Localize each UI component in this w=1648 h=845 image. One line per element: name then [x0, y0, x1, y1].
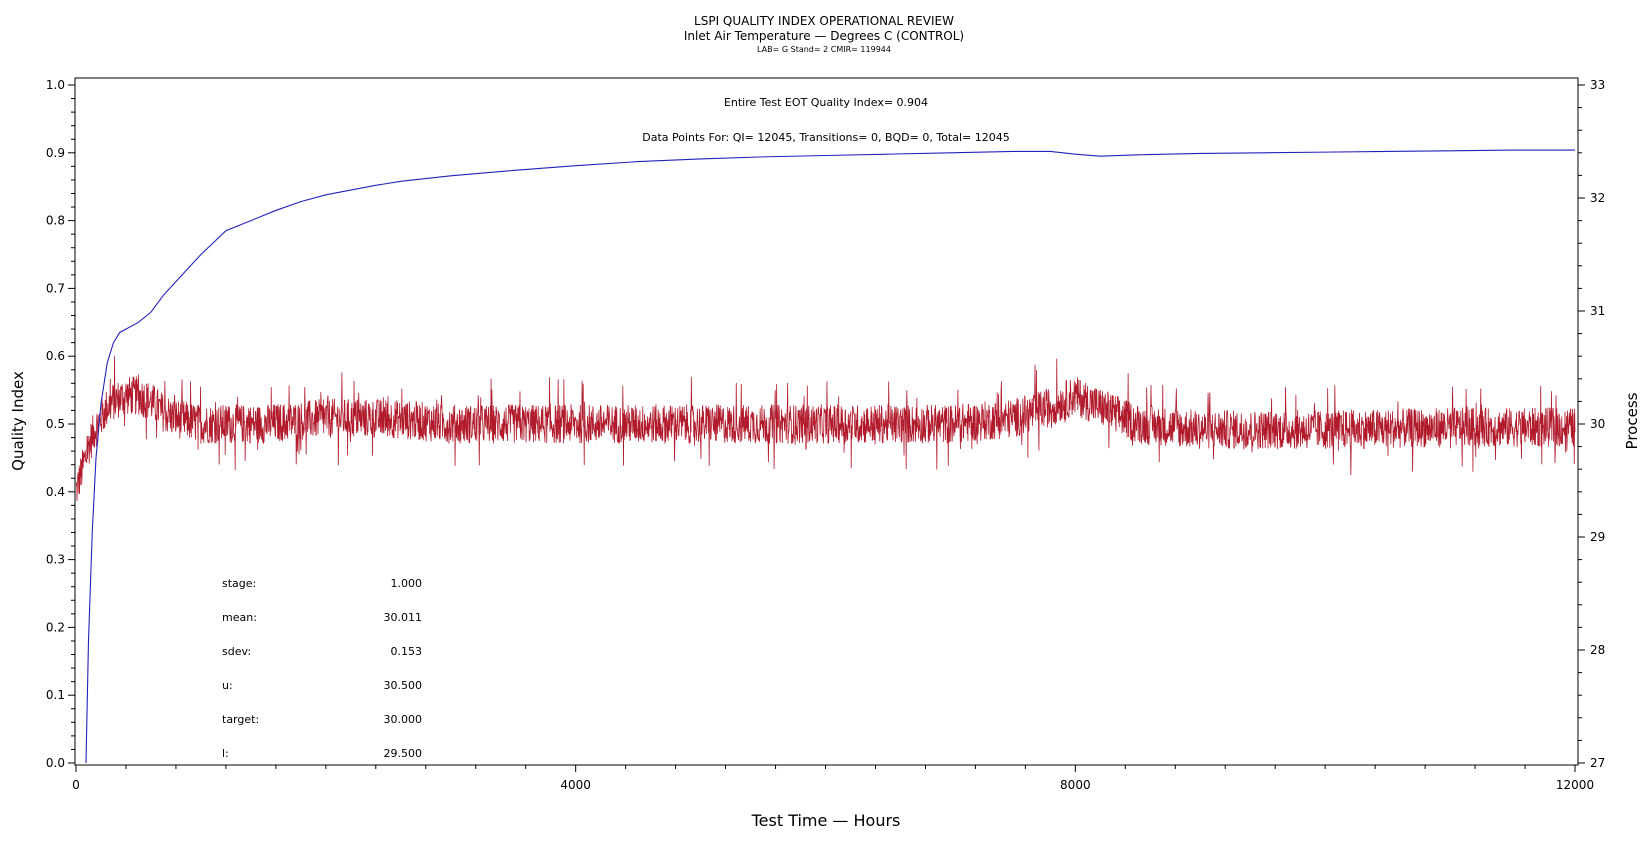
stat-label: target: — [222, 713, 259, 726]
plot-frame — [74, 77, 1579, 766]
stat-label: sdev: — [222, 645, 251, 658]
y-tick-label: 0.3 — [46, 553, 65, 567]
x-axis-label: Test Time — Hours — [751, 811, 901, 830]
chart-subtitle: Inlet Air Temperature — Degrees C (CONTR… — [683, 29, 965, 43]
quality-index-series-line — [85, 149, 1575, 764]
y-tick-label: 0.9 — [46, 146, 65, 160]
process-series-line — [75, 355, 1576, 501]
chart-subsubtitle: LAB= G Stand= 2 CMIR= 119944 — [757, 45, 891, 54]
y-tick-label: 0.8 — [46, 214, 65, 228]
x-tick-label: 12000 — [1556, 778, 1594, 792]
y-tick-label: 0.6 — [46, 349, 65, 363]
stat-value: 1.000 — [391, 577, 423, 590]
y-tick-label: 0.5 — [46, 417, 65, 431]
y-tick-label: 0.0 — [46, 756, 65, 770]
y-tick-label: 0.4 — [46, 485, 65, 499]
x-tick-label: 8000 — [1060, 778, 1091, 792]
y2-tick-label: 28 — [1590, 643, 1605, 657]
y2-tick-label: 27 — [1590, 756, 1605, 770]
stat-label: u: — [222, 679, 233, 692]
y2-tick-label: 33 — [1590, 78, 1605, 92]
y2-axis-label: Process — [1623, 392, 1641, 449]
eot-annotation: Entire Test EOT Quality Index= 0.904 — [724, 96, 928, 109]
y2-tick-label: 29 — [1590, 530, 1605, 544]
y2-tick-label: 32 — [1590, 191, 1605, 205]
chart-title: LSPI QUALITY INDEX OPERATIONAL REVIEW — [694, 14, 954, 28]
y-tick-label: 1.0 — [46, 78, 65, 92]
y-axis-label: Quality Index — [9, 371, 27, 471]
stat-label: l: — [222, 747, 229, 760]
y2-tick-label: 31 — [1590, 304, 1605, 318]
stat-label: stage: — [222, 577, 256, 590]
x-tick-label: 4000 — [560, 778, 591, 792]
stat-value: 30.011 — [384, 611, 423, 624]
x-tick-label: 0 — [72, 778, 80, 792]
stat-value: 0.153 — [391, 645, 423, 658]
y2-tick-label: 30 — [1590, 417, 1605, 431]
stat-value: 29.500 — [384, 747, 423, 760]
y-tick-label: 0.2 — [46, 620, 65, 634]
stat-label: mean: — [222, 611, 257, 624]
y-tick-label: 0.7 — [46, 281, 65, 295]
stat-value: 30.000 — [384, 713, 423, 726]
y-tick-label: 0.1 — [46, 688, 65, 702]
stat-value: 30.500 — [384, 679, 423, 692]
datapoints-annotation: Data Points For: QI= 12045, Transitions=… — [642, 131, 1010, 144]
